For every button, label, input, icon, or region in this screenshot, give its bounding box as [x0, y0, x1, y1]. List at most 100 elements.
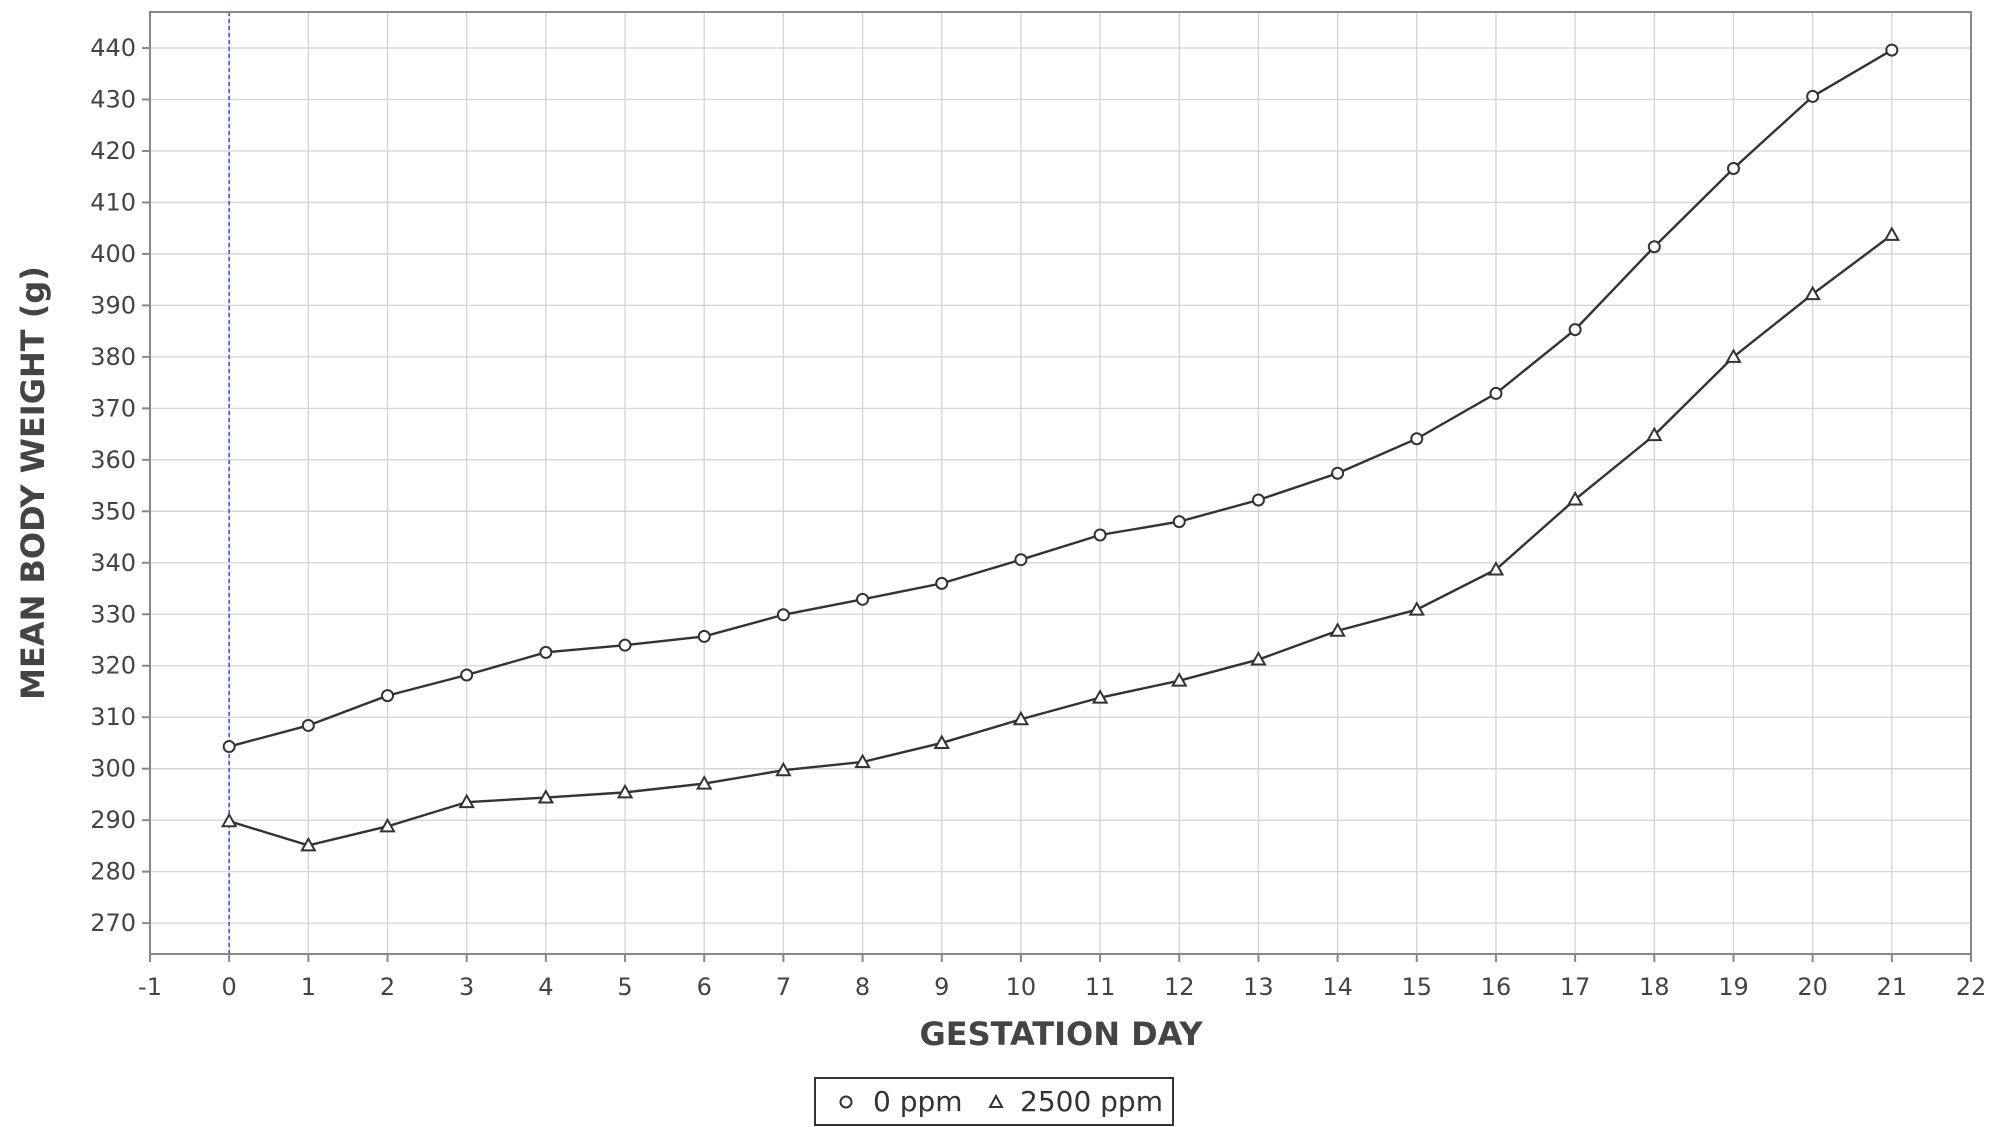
data-point-triangle	[775, 761, 792, 777]
x-tick-label: 15	[1402, 973, 1433, 1001]
data-point-circle	[856, 592, 870, 606]
y-tick-label: 340	[90, 549, 136, 577]
data-point-circle	[935, 576, 949, 590]
x-tick-label: 16	[1481, 973, 1512, 1001]
legend: 0 ppm 2500 ppm	[814, 1077, 1174, 1126]
y-tick-label: 350	[90, 497, 136, 525]
data-point-circle	[460, 668, 474, 682]
x-tick-label: 5	[617, 973, 632, 1001]
data-point-triangle	[1329, 622, 1346, 637]
data-point-triangle	[1566, 490, 1584, 506]
y-tick-label: 290	[90, 806, 136, 834]
x-tick-label: 12	[1164, 973, 1195, 1001]
data-point-triangle	[1250, 651, 1267, 666]
data-point-triangle	[854, 753, 871, 768]
x-tick-label: 21	[1877, 973, 1908, 1001]
x-tick-label: 14	[1322, 973, 1353, 1001]
data-point-circle	[1014, 553, 1028, 567]
x-tick-label: 10	[1006, 973, 1037, 1001]
legend-label-2500-ppm: 2500 ppm	[1020, 1085, 1163, 1118]
data-point-circle	[618, 638, 632, 652]
data-point-circle	[1726, 161, 1740, 175]
data-point-triangle	[616, 783, 634, 799]
y-tick-label: 330	[90, 600, 136, 628]
y-tick-label: 410	[90, 188, 136, 216]
x-tick-label: 2	[380, 973, 395, 1001]
y-tick-label: 420	[90, 137, 136, 165]
y-tick-label: 440	[90, 34, 136, 62]
x-tick-label: 13	[1243, 973, 1274, 1001]
y-tick-label: 270	[90, 909, 136, 937]
data-point-triangle	[379, 817, 396, 833]
data-point-circle	[301, 718, 315, 732]
legend-label-0-ppm: 0 ppm	[873, 1085, 963, 1118]
data-point-circle	[1568, 323, 1582, 337]
data-point-circle	[381, 689, 395, 703]
x-tick-label: 3	[459, 973, 474, 1001]
data-point-circle	[1093, 528, 1107, 542]
data-point-triangle	[1804, 285, 1821, 301]
y-tick-label: 400	[90, 240, 136, 268]
x-axis-title: GESTATION DAY	[919, 1015, 1203, 1053]
data-point-circle	[776, 608, 790, 622]
y-tick-label: 390	[90, 291, 136, 319]
data-point-circle	[539, 645, 553, 659]
x-tick-label: 22	[1956, 973, 1987, 1001]
x-tick-label: 4	[538, 973, 553, 1001]
y-axis-title: MEAN BODY WEIGHT (g)	[14, 266, 52, 700]
grid-lines	[150, 12, 1971, 954]
data-point-circle	[1251, 493, 1265, 507]
data-point-circle	[1806, 89, 1820, 103]
data-point-triangle	[696, 775, 713, 790]
axis-ticks: -1 0 1 2 3 4 5 6 7 8 9 10 11 12 13 14 15 16 17 18 19 20 21 2227…	[90, 34, 1986, 1001]
x-tick-label: 11	[1085, 973, 1116, 1001]
x-tick-label: 20	[1797, 973, 1828, 1001]
y-tick-label: 280	[90, 858, 136, 886]
y-tick-label: 310	[90, 703, 136, 731]
x-tick-label: -1	[138, 973, 162, 1001]
data-point-circle	[222, 740, 236, 754]
data-point-triangle	[1487, 560, 1505, 576]
series-line-0-ppm	[228, 49, 1893, 748]
y-tick-label: 360	[90, 446, 136, 474]
x-tick-label: 18	[1639, 973, 1670, 1001]
y-tick-label: 300	[90, 755, 136, 783]
data-point-triangle	[1646, 426, 1663, 442]
data-point-circle	[1172, 515, 1186, 529]
data-point-circle	[1410, 432, 1424, 446]
y-tick-label: 320	[90, 652, 136, 680]
data-point-circle	[1331, 466, 1345, 480]
data-point-triangle	[1883, 226, 1901, 241]
y-tick-label: 430	[90, 86, 136, 114]
data-point-triangle	[1725, 348, 1742, 363]
data-point-circle	[1885, 43, 1899, 57]
x-tick-label: 19	[1718, 973, 1749, 1001]
y-tick-label: 370	[90, 394, 136, 422]
data-point-triangle	[1408, 601, 1425, 616]
y-tick-label: 380	[90, 343, 136, 371]
x-tick-label: 1	[301, 973, 316, 1001]
data-point-triangle	[1171, 672, 1188, 687]
data-point-triangle	[300, 836, 317, 852]
data-point-triangle	[1012, 710, 1030, 726]
x-tick-label: 8	[855, 973, 870, 1001]
data-point-triangle	[933, 734, 950, 749]
data-point-triangle	[537, 788, 555, 804]
x-tick-label: 0	[222, 973, 237, 1001]
x-tick-label: 7	[776, 973, 791, 1001]
x-tick-label: 6	[697, 973, 712, 1001]
plot-area	[149, 11, 1972, 955]
data-point-circle	[697, 629, 711, 643]
x-tick-label: 9	[934, 973, 949, 1001]
data-point-circle	[1489, 386, 1503, 400]
data-point-triangle	[220, 812, 238, 828]
legend-marker-triangle	[988, 1093, 1004, 1108]
legend-marker-circle	[839, 1095, 853, 1109]
series-line-2500-ppm	[228, 233, 1893, 847]
data-point-triangle	[458, 793, 475, 809]
data-series	[220, 43, 1901, 852]
data-point-circle	[1647, 240, 1661, 254]
x-tick-label: 17	[1560, 973, 1591, 1001]
data-point-triangle	[1091, 689, 1109, 704]
